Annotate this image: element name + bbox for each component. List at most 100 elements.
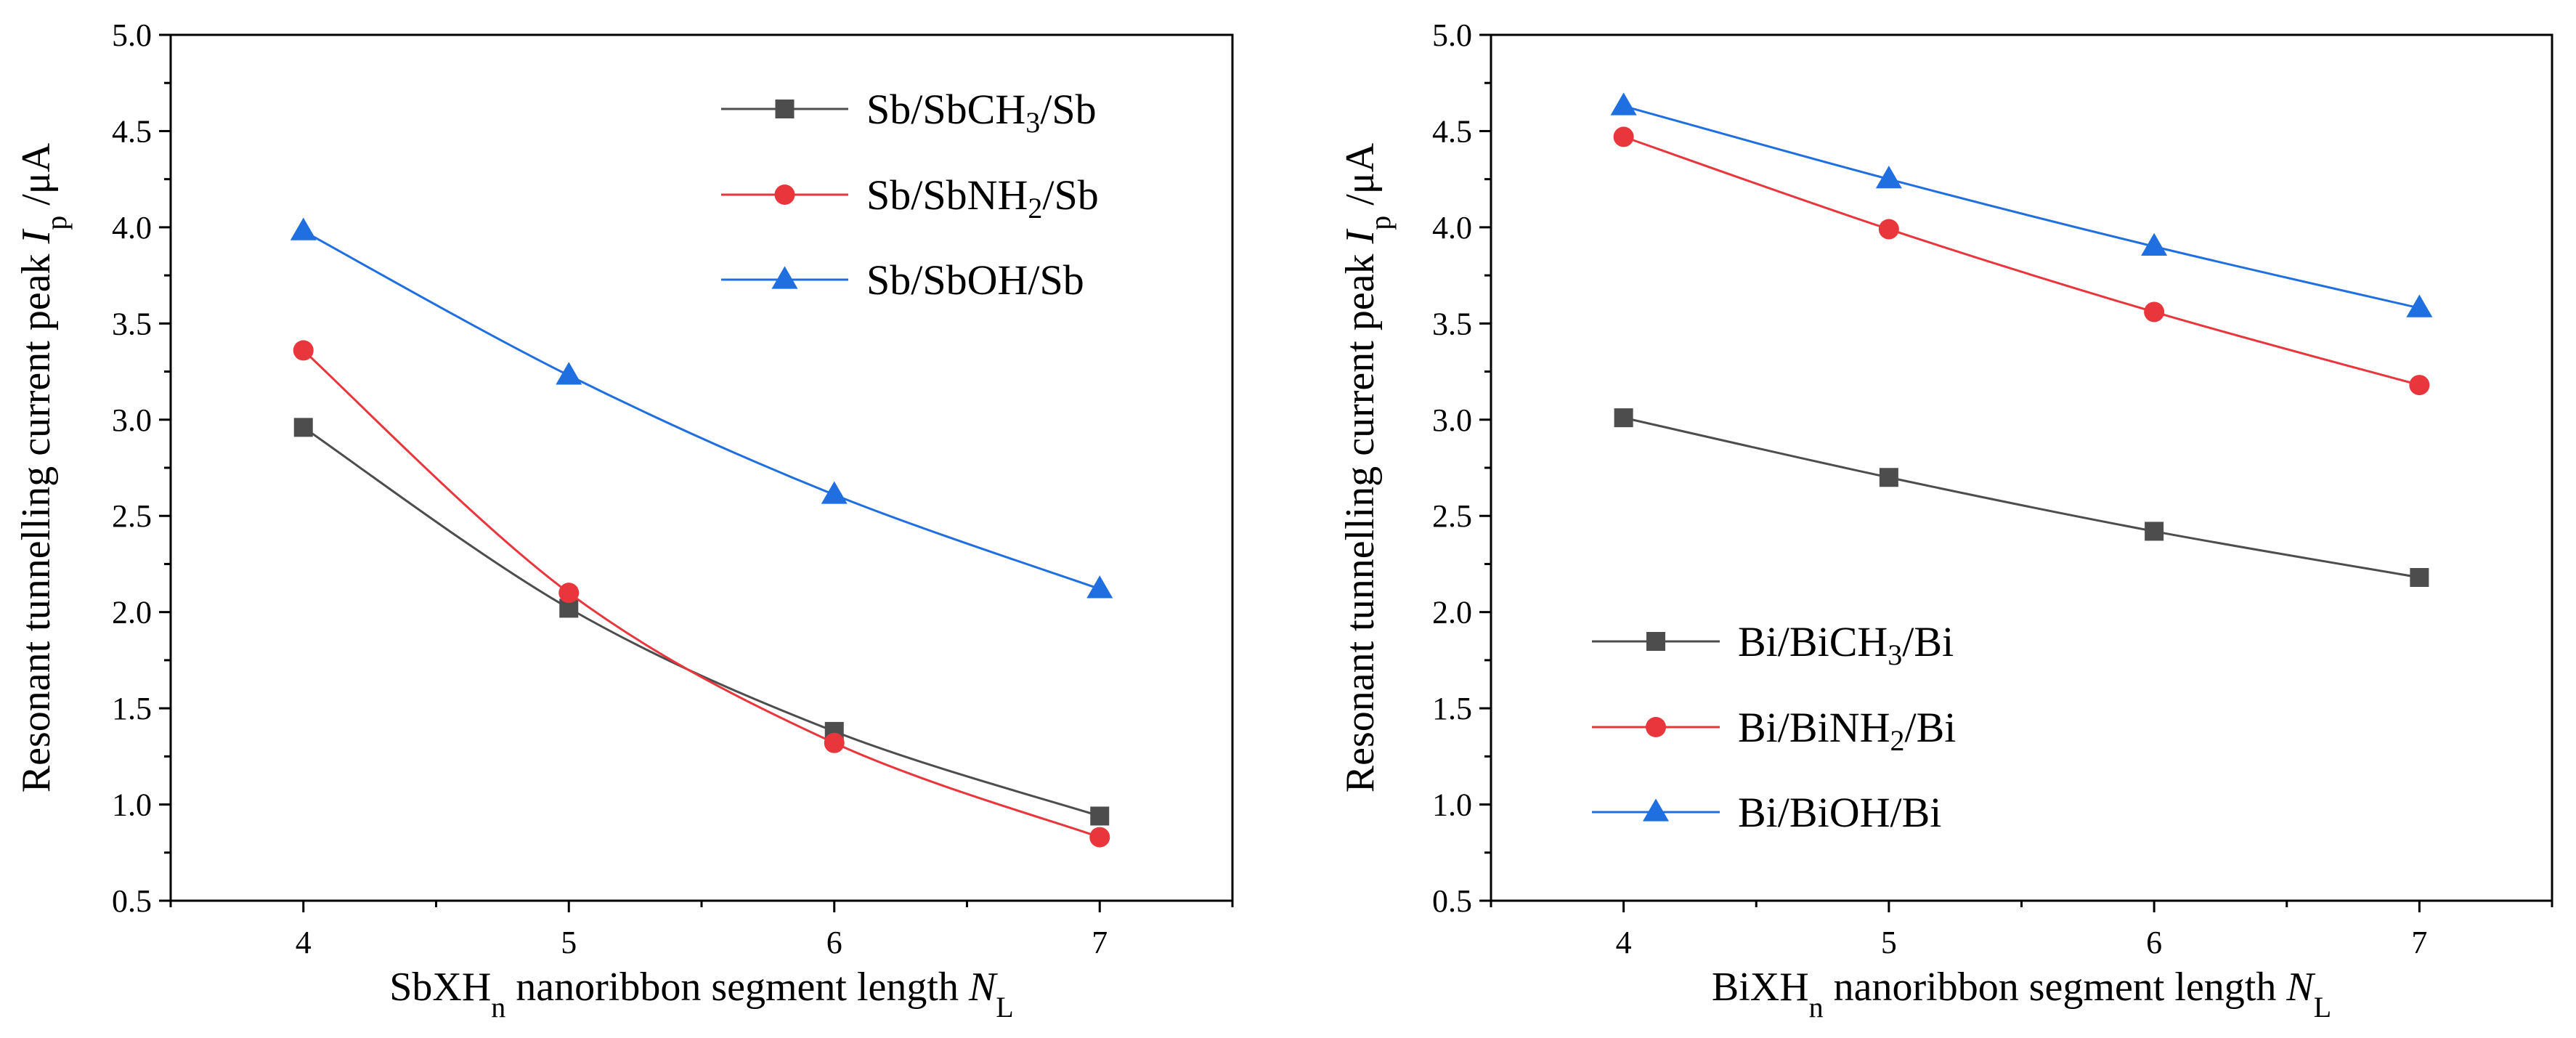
legend-label: Sb/SbCH3/Sb: [866, 86, 1097, 139]
y-tick-label: 1.5: [1432, 691, 1472, 726]
y-tick-label: 2.0: [112, 595, 152, 630]
x-tick-label: 7: [1092, 925, 1108, 960]
data-point-triangle: [2406, 294, 2433, 317]
y-tick-label: 5.0: [1432, 17, 1472, 53]
y-axis-title-unit: /μA: [14, 142, 59, 216]
legend-label-subscript: 3: [1888, 638, 1902, 671]
x-axis-title: SbXHn nanoribbon segment length NL: [389, 965, 1013, 1023]
data-point-square: [1090, 806, 1110, 826]
legend-label-text: Bi/BiNH: [1738, 704, 1890, 751]
series-square: [293, 418, 1110, 826]
legend-label-subscript: 3: [1025, 106, 1040, 139]
legend-label: Bi/BiCH3/Bi: [1738, 618, 1954, 671]
x-axis-title-subscript: n: [1809, 991, 1824, 1023]
y-axis-title-subscript: p: [1364, 216, 1397, 230]
y-axis-title-variable: I: [1338, 228, 1383, 244]
y-tick-label: 0.5: [1432, 883, 1472, 919]
legend-label-suffix: /Bi: [1902, 618, 1954, 665]
chart-panel-2: 0.5 1.0 1.5 2.0 2.5 3.0 3.5 4.0 4.5 5.0 4 5 6 7 Bi/BiC…: [1338, 17, 2553, 1023]
series-line: [303, 230, 1100, 591]
series-square: [1614, 408, 2429, 587]
x-axis-title-subscript: L: [996, 991, 1013, 1023]
y-tick-label: 4.0: [1432, 210, 1472, 246]
x-tick-label: 4: [1616, 925, 1632, 960]
x-axis-title-text: nanoribbon segment length: [505, 965, 969, 1010]
legend-marker-square: [1646, 632, 1665, 651]
y-axis-title-variable: I: [14, 228, 59, 244]
data-point-circle: [824, 732, 845, 753]
x-axis-title-variable: N: [968, 965, 998, 1010]
x-tick-label: 5: [1881, 925, 1897, 960]
y-tick-label: 1.0: [1432, 787, 1472, 823]
legend-label-subscript: 2: [1028, 192, 1042, 224]
y-tick-label: 2.5: [112, 498, 152, 534]
y-axis-title: Resonant tunnelling current peak Ip /μA: [1338, 142, 1397, 792]
data-point-circle: [1089, 827, 1110, 848]
data-point-triangle: [1610, 92, 1637, 115]
legend-label-text: Bi/BiOH/Bi: [1738, 789, 1941, 836]
y-tick-label: 4.5: [1432, 113, 1472, 149]
x-axis-title: BiXHn nanoribbon segment length NL: [1712, 965, 2331, 1023]
y-tick-label: 1.0: [112, 787, 152, 823]
y-tick-label: 3.0: [112, 402, 152, 438]
data-point-circle: [2144, 301, 2165, 323]
data-point-circle: [2409, 375, 2430, 396]
legend-label-text: Bi/BiCH: [1738, 618, 1888, 665]
y-tick-label: 5.0: [112, 17, 152, 53]
data-point-circle: [293, 340, 314, 361]
y-tick-label: 0.5: [112, 883, 152, 919]
legend-marker-square: [775, 100, 795, 118]
y-tick-label: 3.5: [1432, 306, 1472, 341]
legend-label-subscript: 2: [1890, 724, 1905, 757]
data-point-circle: [558, 583, 580, 604]
series-line: [1623, 416, 2420, 579]
legend-label: Bi/BiOH/Bi: [1738, 789, 1941, 836]
x-axis-title-text: BiXH: [1712, 965, 1809, 1010]
data-point-triangle: [2141, 232, 2168, 256]
data-point-triangle: [821, 481, 848, 504]
x-tick-label: 6: [2146, 925, 2162, 960]
data-point-square: [2410, 567, 2429, 587]
x-axis-title-text: nanoribbon segment length: [1824, 965, 2287, 1010]
data-point-square: [293, 418, 313, 437]
legend-label: Bi/BiNH2/Bi: [1738, 704, 1956, 757]
data-point-square: [1879, 468, 1898, 487]
x-tick-label: 4: [296, 925, 312, 960]
legend-label-text: Sb/SbNH: [866, 171, 1028, 219]
series-circle: [1613, 126, 2430, 396]
plot-frame: [1490, 33, 2553, 902]
legend-marker-triangle: [771, 266, 798, 289]
legend-label-text: Sb/SbCH: [866, 86, 1025, 133]
y-axis-title-unit: /μA: [1338, 142, 1383, 216]
series-line: [1623, 105, 2420, 309]
legend-marker-circle: [1646, 717, 1666, 737]
series-line: [302, 426, 1100, 817]
y-tick-label: 3.0: [1432, 402, 1472, 438]
x-axis-title-subscript: n: [491, 991, 505, 1023]
legend-label-suffix: /Bi: [1905, 704, 1957, 751]
legend-marker-triangle: [1643, 798, 1669, 822]
legend-label: Sb/SbOH/Sb: [866, 256, 1084, 304]
y-tick-label: 1.5: [112, 691, 152, 726]
y-tick-label: 2.0: [1432, 595, 1472, 630]
data-point-square: [2145, 522, 2164, 541]
y-axis-title: Resonant tunnelling current peak Ip /μA: [14, 142, 73, 792]
data-point-triangle: [290, 217, 317, 240]
y-tick-label: 4.5: [112, 113, 152, 149]
x-tick-label: 7: [2411, 925, 2427, 960]
y-tick-label: 2.5: [1432, 498, 1472, 534]
y-axis-title-subscript: p: [40, 216, 73, 230]
data-point-square: [1614, 408, 1633, 428]
data-point-circle: [1878, 219, 1899, 240]
y-tick-label: 3.5: [112, 306, 152, 341]
data-point-triangle: [556, 362, 582, 385]
series-line: [302, 349, 1100, 839]
series-line: [1623, 135, 2420, 386]
legend-label: Sb/SbNH2/Sb: [866, 171, 1099, 224]
y-tick-label: 4.0: [112, 210, 152, 246]
legend-label-text: Sb/SbOH/Sb: [866, 256, 1084, 304]
x-axis-title-subscript: L: [2314, 991, 2331, 1023]
legend-marker-circle: [774, 185, 795, 205]
legend-label-suffix: /Sb: [1042, 171, 1098, 219]
y-axis-title-text: Resonant tunnelling current peak: [14, 243, 59, 792]
